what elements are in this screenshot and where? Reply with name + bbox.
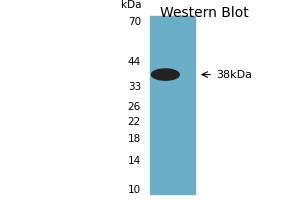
Polygon shape (152, 69, 179, 80)
Text: 22: 22 (128, 117, 141, 127)
Text: kDa: kDa (121, 0, 141, 10)
Text: 14: 14 (128, 156, 141, 166)
Text: 18: 18 (128, 134, 141, 144)
Text: 33: 33 (128, 82, 141, 92)
Text: 44: 44 (128, 57, 141, 67)
Bar (150, 16, 195, 194)
Text: Western Blot: Western Blot (160, 6, 248, 20)
Text: 70: 70 (128, 17, 141, 27)
Text: 38kDa: 38kDa (216, 70, 252, 80)
Text: 10: 10 (128, 185, 141, 195)
Text: 26: 26 (128, 102, 141, 112)
